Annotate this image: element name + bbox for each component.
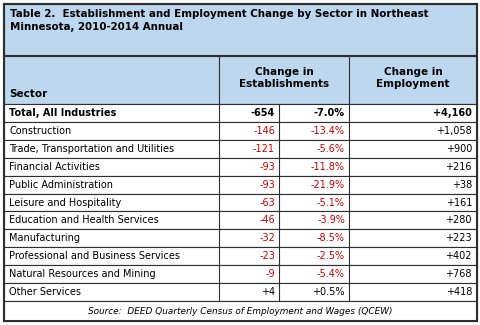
Bar [4, 229, 476, 247]
Bar [4, 176, 476, 194]
Bar [4, 194, 476, 212]
Text: -93: -93 [259, 162, 275, 172]
Text: Manufacturing: Manufacturing [9, 233, 80, 243]
Bar [4, 158, 476, 176]
Text: Source:  DEED Quarterly Census of Employment and Wages (QCEW): Source: DEED Quarterly Census of Employm… [88, 306, 392, 316]
Text: -93: -93 [259, 180, 275, 189]
Text: -46: -46 [259, 215, 275, 226]
Text: -5.4%: -5.4% [316, 269, 344, 279]
Text: -32: -32 [259, 233, 275, 243]
Text: Construction: Construction [9, 126, 71, 136]
Text: Change in
Establishments: Change in Establishments [239, 67, 328, 89]
Text: +4: +4 [260, 287, 275, 297]
Bar [4, 140, 476, 158]
Text: -11.8%: -11.8% [311, 162, 344, 172]
Bar [4, 265, 476, 283]
Bar [4, 301, 476, 321]
Bar [4, 212, 476, 229]
Text: +4,160: +4,160 [432, 108, 471, 118]
Bar [4, 56, 476, 104]
Text: Change in
Employment: Change in Employment [375, 67, 449, 89]
Bar [4, 283, 476, 301]
Text: Professional and Business Services: Professional and Business Services [9, 251, 180, 261]
Text: -21.9%: -21.9% [310, 180, 344, 189]
Text: +38: +38 [451, 180, 471, 189]
Text: -5.6%: -5.6% [316, 144, 344, 154]
Text: Other Services: Other Services [9, 287, 81, 297]
Text: -7.0%: -7.0% [313, 108, 344, 118]
Text: -5.1%: -5.1% [316, 198, 344, 207]
Text: Public Administration: Public Administration [9, 180, 113, 189]
Text: Sector: Sector [9, 89, 47, 99]
Text: +223: +223 [444, 233, 471, 243]
Text: -3.9%: -3.9% [316, 215, 344, 226]
Text: +900: +900 [444, 144, 471, 154]
Text: +0.5%: +0.5% [312, 287, 344, 297]
Text: +768: +768 [444, 269, 471, 279]
Text: -146: -146 [252, 126, 275, 136]
Text: -8.5%: -8.5% [316, 233, 344, 243]
Text: -9: -9 [265, 269, 275, 279]
Text: -23: -23 [259, 251, 275, 261]
Text: Table 2.  Establishment and Employment Change by Sector in Northeast
Minnesota, : Table 2. Establishment and Employment Ch… [10, 9, 428, 32]
Bar [4, 4, 476, 56]
Text: Financial Activities: Financial Activities [9, 162, 100, 172]
Text: -2.5%: -2.5% [316, 251, 344, 261]
Text: -121: -121 [252, 144, 275, 154]
Text: +418: +418 [444, 287, 471, 297]
Bar [4, 122, 476, 140]
Text: -654: -654 [250, 108, 275, 118]
Text: Trade, Transportation and Utilities: Trade, Transportation and Utilities [9, 144, 174, 154]
Text: +280: +280 [444, 215, 471, 226]
Text: +1,058: +1,058 [435, 126, 471, 136]
Text: Natural Resources and Mining: Natural Resources and Mining [9, 269, 156, 279]
Text: -63: -63 [259, 198, 275, 207]
Text: +161: +161 [444, 198, 471, 207]
Bar [4, 247, 476, 265]
Text: -13.4%: -13.4% [311, 126, 344, 136]
Text: Leisure and Hospitality: Leisure and Hospitality [9, 198, 121, 207]
Bar [4, 104, 476, 122]
Text: +402: +402 [444, 251, 471, 261]
Text: +216: +216 [444, 162, 471, 172]
Text: Education and Health Services: Education and Health Services [9, 215, 158, 226]
Text: Total, All Industries: Total, All Industries [9, 108, 116, 118]
